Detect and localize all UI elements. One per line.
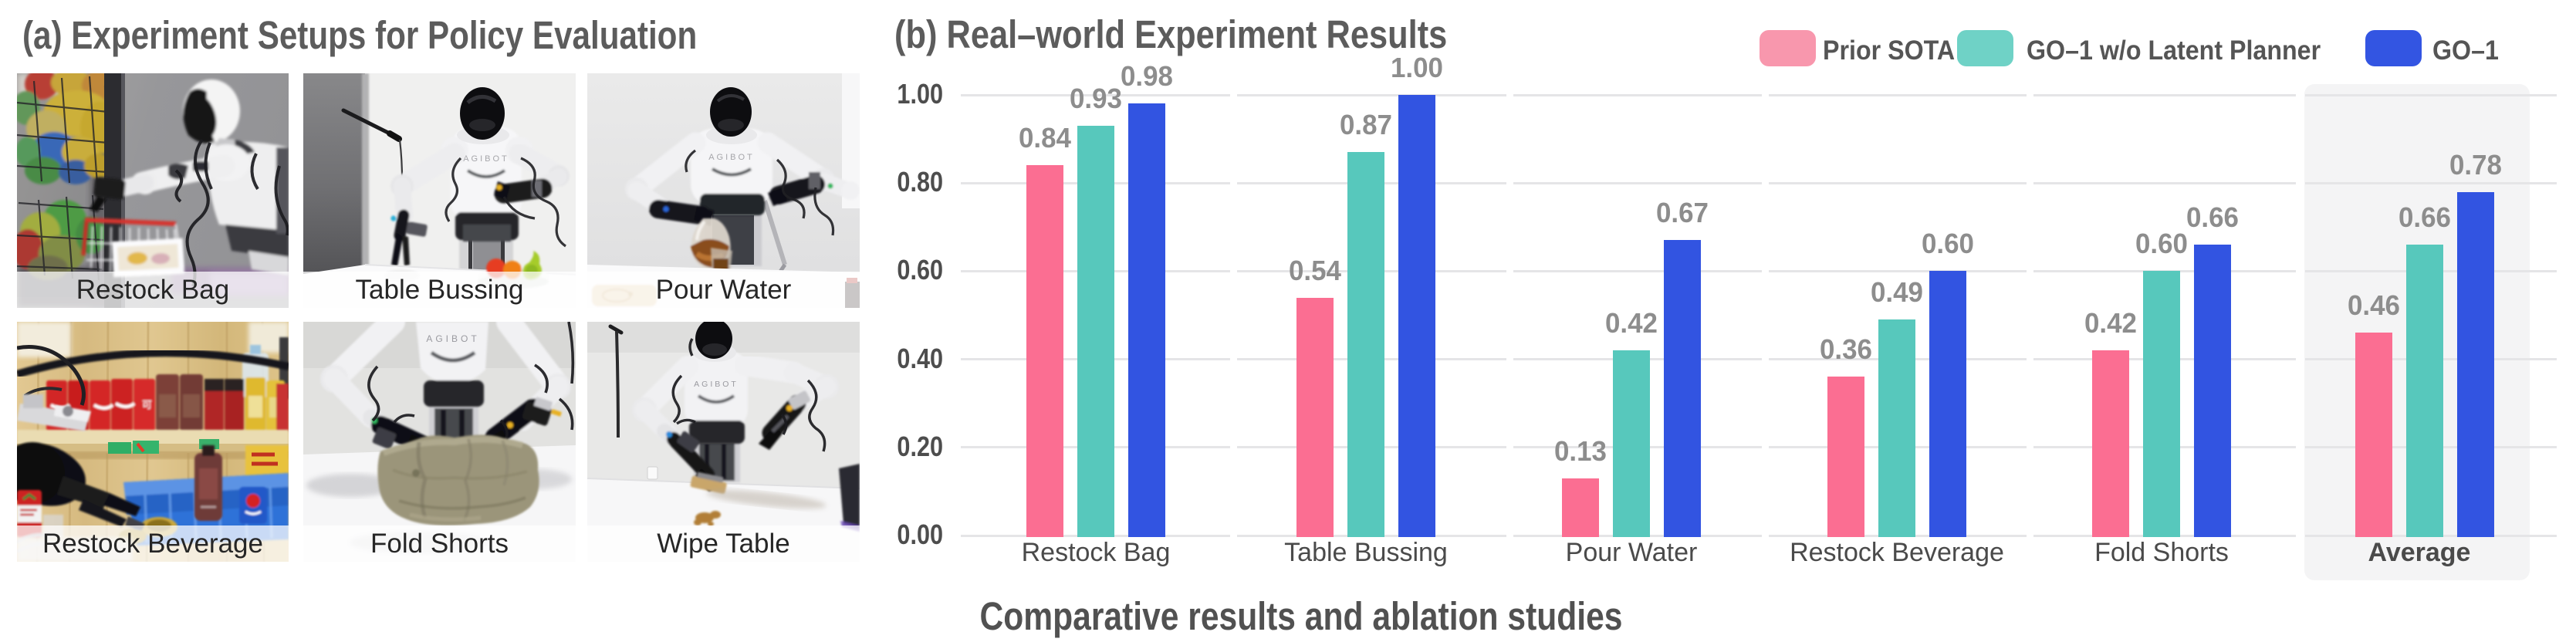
svg-text:可: 可	[142, 399, 152, 411]
svg-text:AGIBOT: AGIBOT	[694, 380, 739, 389]
svg-text:AGIBOT: AGIBOT	[708, 153, 755, 162]
svg-text:AGIBOT: AGIBOT	[463, 154, 509, 164]
svg-text:AGIBOT: AGIBOT	[426, 333, 479, 344]
